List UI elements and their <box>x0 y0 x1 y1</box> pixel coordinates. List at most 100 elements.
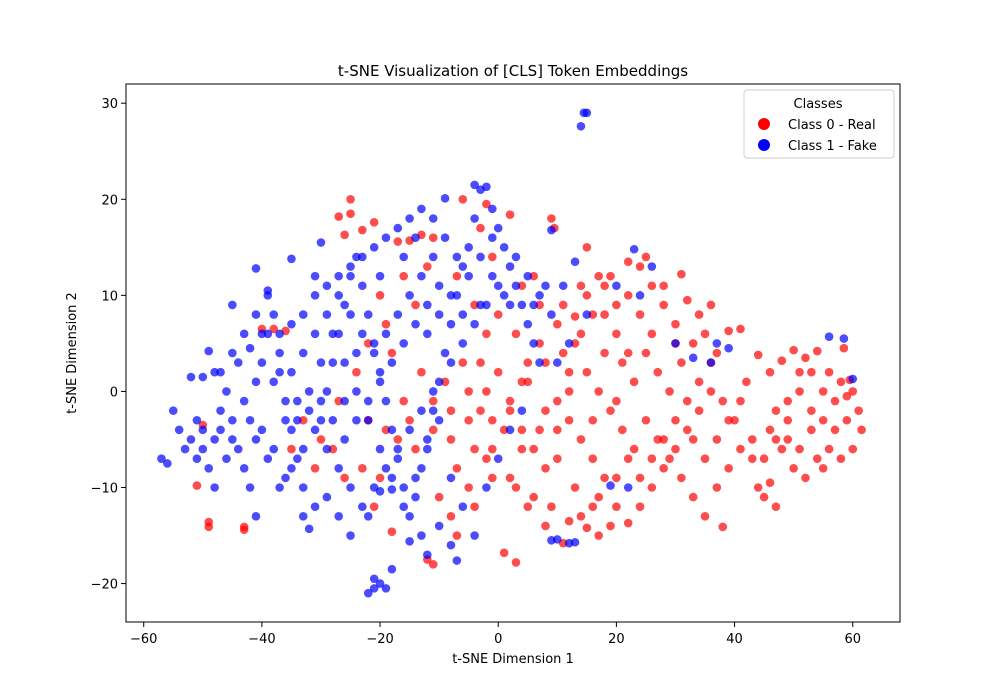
data-point <box>275 367 284 377</box>
data-point <box>824 332 834 341</box>
data-point <box>712 348 722 358</box>
data-point <box>316 435 326 444</box>
data-point <box>771 435 781 444</box>
data-point <box>251 310 261 319</box>
data-point <box>724 415 733 425</box>
data-point <box>340 435 349 444</box>
data-point <box>269 377 279 387</box>
data-point <box>452 252 462 262</box>
data-point <box>771 502 781 512</box>
data-point <box>328 444 338 454</box>
data-point <box>612 396 621 406</box>
data-point <box>558 300 568 310</box>
x-tick-label: −60 <box>130 632 157 647</box>
data-point <box>493 367 503 377</box>
data-point <box>293 454 302 463</box>
data-point <box>582 310 592 319</box>
data-point <box>839 334 849 343</box>
data-point <box>700 512 710 521</box>
data-point <box>553 319 562 329</box>
legend-title: Classes <box>794 97 843 112</box>
x-tick-label: 40 <box>726 632 743 647</box>
data-point <box>606 521 615 531</box>
data-point <box>818 415 828 425</box>
data-point <box>564 387 574 396</box>
series-fake <box>157 108 858 598</box>
data-point <box>635 310 645 319</box>
data-point <box>464 243 473 252</box>
data-point <box>310 329 320 339</box>
data-point <box>700 329 710 339</box>
data-point <box>612 300 621 310</box>
data-point <box>340 396 349 406</box>
data-point <box>281 415 290 425</box>
data-point <box>706 387 716 396</box>
data-point <box>352 252 361 262</box>
data-point <box>328 358 338 367</box>
data-point <box>541 463 550 473</box>
data-point <box>505 425 515 435</box>
data-point <box>464 415 473 425</box>
data-point <box>517 406 527 415</box>
data-point <box>334 271 344 281</box>
legend-swatch-fake <box>758 139 770 151</box>
data-point <box>812 346 822 356</box>
data-point <box>423 435 432 444</box>
series-real <box>192 194 866 569</box>
data-point <box>535 300 544 310</box>
data-point <box>251 435 261 444</box>
data-point <box>210 483 219 492</box>
data-point <box>411 300 420 310</box>
data-point <box>635 473 645 483</box>
data-point <box>322 444 332 454</box>
data-point <box>576 512 586 521</box>
data-point <box>316 415 326 425</box>
data-point <box>405 425 414 435</box>
data-point <box>417 204 426 214</box>
data-point <box>570 483 580 492</box>
data-point <box>647 329 657 339</box>
data-point <box>753 483 763 492</box>
data-point <box>186 372 196 382</box>
data-point <box>369 339 379 348</box>
data-point <box>293 415 302 425</box>
data-point <box>245 415 255 425</box>
data-point <box>801 473 810 483</box>
data-point <box>812 454 822 463</box>
data-point <box>747 454 757 463</box>
x-axis-label: t-SNE Dimension 1 <box>452 652 574 667</box>
data-point <box>363 396 373 406</box>
data-point <box>428 406 438 415</box>
data-point <box>423 329 432 339</box>
data-point <box>411 444 420 454</box>
data-point <box>564 415 574 425</box>
data-point <box>523 358 533 367</box>
data-point <box>517 377 527 387</box>
data-point <box>765 425 775 435</box>
data-point <box>440 377 450 387</box>
data-point <box>352 348 361 358</box>
data-point <box>363 310 373 319</box>
data-point <box>346 209 355 218</box>
data-point <box>198 425 208 435</box>
data-point <box>730 415 739 425</box>
data-point <box>423 550 432 560</box>
data-point <box>470 444 479 454</box>
data-point <box>706 300 716 310</box>
data-point <box>606 481 615 490</box>
data-point <box>381 463 391 473</box>
data-point <box>594 271 603 281</box>
data-point <box>358 329 367 339</box>
data-point <box>423 262 432 271</box>
data-point <box>387 527 397 536</box>
x-tick-label: −40 <box>248 632 275 647</box>
data-point <box>830 396 840 406</box>
legend-swatch-real <box>758 118 770 130</box>
data-point <box>783 435 793 444</box>
data-point <box>505 210 515 219</box>
data-point <box>653 435 663 444</box>
data-point <box>322 387 332 396</box>
data-point <box>659 463 668 473</box>
data-point <box>470 502 479 512</box>
data-point <box>464 483 473 492</box>
